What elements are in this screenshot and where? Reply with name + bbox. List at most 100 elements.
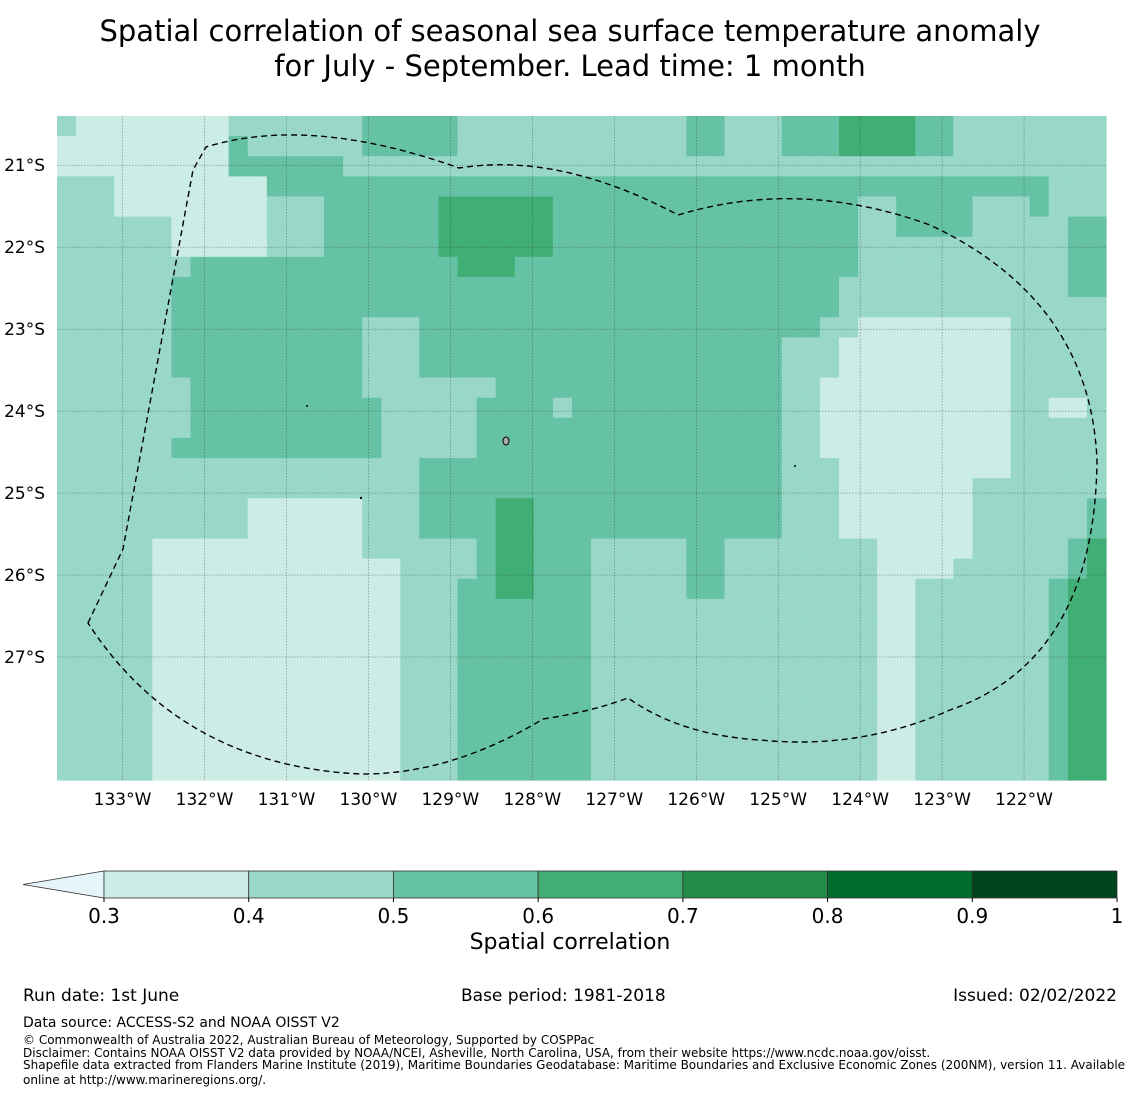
heatmap-cell <box>1048 699 1069 721</box>
heatmap-cell <box>552 578 573 600</box>
heatmap-cell <box>896 256 916 278</box>
heatmap-cell <box>400 357 420 379</box>
heatmap-cell <box>324 297 344 318</box>
y-tick-label: 21°S <box>4 156 45 176</box>
heatmap-cell <box>1067 377 1088 399</box>
heatmap-cell <box>171 297 192 318</box>
heatmap-cell <box>724 337 745 359</box>
heatmap-cell <box>819 659 840 680</box>
heatmap-cell <box>285 256 306 278</box>
heatmap-cell <box>877 437 897 459</box>
heatmap-cell <box>591 558 611 580</box>
heatmap-cell <box>400 759 420 781</box>
heatmap-cell <box>934 538 955 560</box>
heatmap-cell <box>1029 136 1050 157</box>
heatmap-cell <box>457 276 478 298</box>
heatmap-cell <box>419 478 440 499</box>
heatmap-cell <box>991 578 1012 600</box>
heatmap-cell <box>762 538 783 560</box>
heatmap-cell <box>1086 538 1107 560</box>
heatmap-cell <box>381 417 401 439</box>
heatmap-cell <box>800 759 821 781</box>
heatmap-cell <box>438 377 459 399</box>
heatmap-cell <box>705 739 726 761</box>
heatmap-cell <box>304 196 325 218</box>
heatmap-cell <box>591 518 611 540</box>
heatmap-cell <box>648 297 668 318</box>
heatmap-cell <box>514 236 535 258</box>
heatmap-cell <box>991 357 1012 379</box>
heatmap-cell <box>762 619 783 640</box>
heatmap-cell <box>209 619 230 640</box>
heatmap-cell <box>362 176 382 198</box>
heatmap-cell <box>438 297 459 318</box>
heatmap-cell <box>1048 276 1069 298</box>
heatmap-cell <box>95 759 115 781</box>
heatmap-cell <box>343 759 363 781</box>
heatmap-cell <box>877 538 897 560</box>
heatmap-cell <box>1048 759 1069 781</box>
heatmap-cell <box>915 719 935 741</box>
heatmap-cell <box>819 478 840 499</box>
heatmap-cell <box>896 639 916 660</box>
heatmap-cell <box>1010 538 1031 560</box>
heatmap-cell <box>171 518 192 540</box>
heatmap-cell <box>285 739 306 761</box>
heatmap-cell <box>209 116 230 137</box>
heatmap-cell <box>381 256 401 278</box>
heatmap-cell <box>190 619 211 640</box>
heatmap-cell <box>285 156 306 177</box>
heatmap-cell <box>76 619 96 640</box>
heatmap-cell <box>934 619 955 640</box>
heatmap-cell <box>972 619 993 640</box>
heatmap-cell <box>934 759 955 781</box>
heatmap-cell <box>648 176 668 198</box>
heatmap-cell <box>591 357 611 379</box>
heatmap-cell <box>552 679 573 701</box>
heatmap-cell <box>667 578 687 600</box>
heatmap-cell <box>514 639 535 660</box>
heatmap-cell <box>838 719 859 741</box>
heatmap-cell <box>629 397 649 419</box>
heatmap-cell <box>362 437 382 459</box>
heatmap-cell <box>438 639 459 660</box>
heatmap-cell <box>209 739 230 761</box>
heatmap-cell <box>476 156 497 177</box>
heatmap-cell <box>610 458 630 479</box>
heatmap-cell <box>1048 558 1069 580</box>
heatmap-cell <box>247 256 268 278</box>
heatmap-cell <box>743 498 764 520</box>
heatmap-cell <box>667 639 687 660</box>
heatmap-cell <box>743 297 764 318</box>
heatmap-cell <box>266 196 287 218</box>
heatmap-cell <box>953 538 974 560</box>
heatmap-cell <box>438 759 459 781</box>
heatmap-cell <box>571 558 592 580</box>
heatmap-cell <box>838 739 859 761</box>
heatmap-cell <box>991 276 1012 298</box>
heatmap-cell <box>266 578 287 600</box>
heatmap-cell <box>552 558 573 580</box>
heatmap-cell <box>686 437 707 459</box>
heatmap-cell <box>114 598 134 620</box>
heatmap-cell <box>781 759 802 781</box>
heatmap-cell <box>304 679 325 701</box>
heatmap-cell <box>495 176 516 198</box>
heatmap-cell <box>495 417 516 439</box>
heatmap-cell <box>533 397 554 419</box>
heatmap-cell <box>877 116 897 137</box>
heatmap-cell <box>95 659 115 680</box>
heatmap-cell <box>1048 518 1069 540</box>
heatmap-cell <box>686 377 707 399</box>
heatmap-cell <box>514 136 535 157</box>
colorbar-tick-label: 0.6 <box>522 904 554 928</box>
heatmap-cell <box>1067 478 1088 499</box>
heatmap-cell <box>495 357 516 379</box>
heatmap-cell <box>228 458 249 479</box>
heatmap-cell <box>438 619 459 640</box>
heatmap-cell <box>991 598 1012 620</box>
heatmap-cell <box>285 538 306 560</box>
heatmap-cell <box>972 357 993 379</box>
heatmap-cell <box>419 498 440 520</box>
heatmap-cell <box>629 739 649 761</box>
